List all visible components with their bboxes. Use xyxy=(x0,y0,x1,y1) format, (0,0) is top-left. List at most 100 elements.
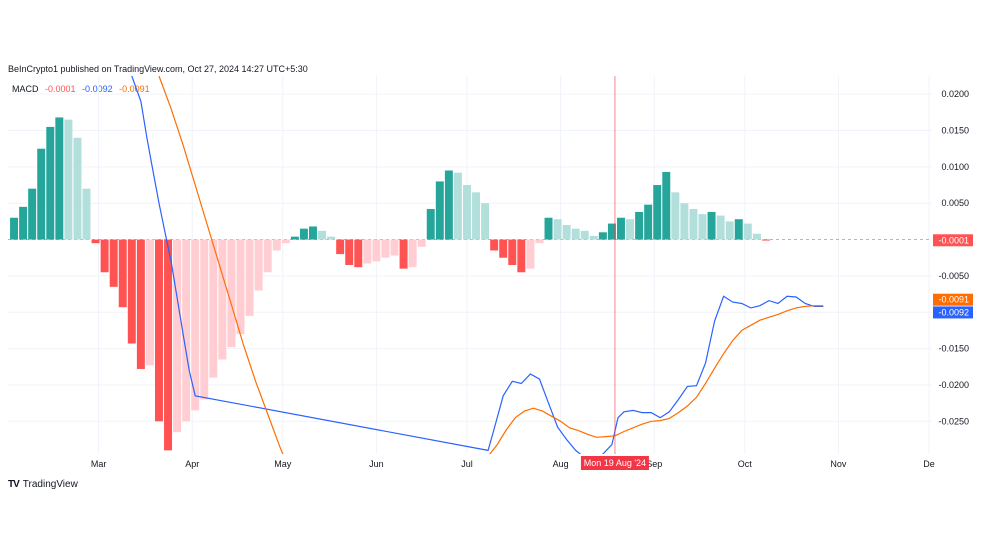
hist-last-value-badge xyxy=(933,234,973,247)
y-tick-label: 0.0100 xyxy=(941,162,969,172)
histogram-bar xyxy=(372,239,381,262)
grid-lines xyxy=(8,76,932,454)
y-tick-label: -0.0150 xyxy=(938,344,969,354)
histogram-bar xyxy=(64,119,73,240)
histogram-bar xyxy=(91,239,100,244)
y-tick-label: 0.0050 xyxy=(941,198,969,208)
histogram-bar xyxy=(82,188,91,240)
histogram-bar xyxy=(408,239,417,268)
histogram-bar xyxy=(381,239,390,258)
x-axis: Mar Apr May Jun Jul Aug Sep Oct Nov De xyxy=(91,459,935,469)
crosshair-date-badge xyxy=(580,456,649,470)
histogram-bar xyxy=(145,239,154,366)
histogram-bar xyxy=(426,209,435,240)
histogram-bar xyxy=(336,239,345,255)
histogram-bar xyxy=(263,239,272,273)
histogram-bar xyxy=(644,204,653,240)
histogram-bar xyxy=(236,239,245,335)
histogram-bar xyxy=(363,239,372,264)
histogram-bar xyxy=(607,223,616,240)
x-tick-label: Jun xyxy=(369,459,384,469)
histogram-bar xyxy=(109,239,118,287)
histogram-bar xyxy=(716,215,725,240)
y-tick-label: -0.0200 xyxy=(938,380,969,390)
x-tick-label: De xyxy=(923,459,935,469)
histogram-bar xyxy=(553,219,562,240)
histogram-bar xyxy=(327,236,336,240)
crosshair-date-label: Mon 19 Aug '24 xyxy=(584,458,646,468)
histogram-bar xyxy=(508,239,517,265)
histogram-bar xyxy=(73,137,82,240)
histogram-bar xyxy=(100,239,109,273)
legend-signal-value: -0.0091 xyxy=(119,84,150,94)
histogram-bar xyxy=(136,239,145,369)
histogram-bar xyxy=(462,185,471,240)
histogram-bar xyxy=(55,117,64,240)
histogram-bar xyxy=(254,239,263,291)
histogram-bar xyxy=(435,181,444,240)
histogram-bar xyxy=(671,192,680,240)
histogram-bar xyxy=(689,209,698,240)
histogram-bar xyxy=(725,221,734,240)
histogram-bar xyxy=(526,239,535,269)
x-tick-label: Apr xyxy=(185,459,199,469)
histogram-bar xyxy=(318,230,327,240)
histogram-bar xyxy=(390,239,399,256)
histogram-bar xyxy=(200,239,209,400)
histogram-bar xyxy=(209,239,218,378)
histogram-bar xyxy=(417,239,426,247)
x-tick-label: Sep xyxy=(646,459,662,469)
histogram-bar xyxy=(227,239,236,348)
macd-last-value: -0.0092 xyxy=(938,307,969,317)
y-tick-label: 0.0150 xyxy=(941,126,969,136)
histogram-bar xyxy=(616,217,625,240)
histogram-bar xyxy=(19,206,28,240)
histogram-bar xyxy=(299,228,308,240)
histogram-bar xyxy=(499,239,508,258)
histogram-bar xyxy=(653,185,662,240)
histogram-bar xyxy=(118,239,127,308)
histogram-bar xyxy=(245,239,254,316)
histogram-bar xyxy=(662,171,671,240)
x-tick-label: Nov xyxy=(830,459,847,469)
x-tick-label: Jul xyxy=(461,459,473,469)
legend-macd-value: -0.0092 xyxy=(82,84,113,94)
histogram-bar xyxy=(626,219,635,240)
histogram-bar xyxy=(680,203,689,240)
indicator-legend: MACD -0.0001 -0.0092 -0.0091 xyxy=(12,84,154,94)
y-axis: 0.02000.01500.01000.0050-0.0050-0.0100-0… xyxy=(938,89,969,426)
legend-name: MACD xyxy=(12,84,39,94)
histogram-bar xyxy=(743,223,752,240)
brand-name: TradingView xyxy=(22,479,78,490)
series-lines xyxy=(131,76,824,454)
histogram-bar xyxy=(173,239,182,433)
histogram-bar xyxy=(535,239,544,244)
histogram-bar xyxy=(154,239,163,422)
y-tick-label: -0.0250 xyxy=(938,416,969,426)
histogram-bar xyxy=(191,239,200,411)
histogram-bar xyxy=(562,225,571,240)
footer-brand: TV TradingView xyxy=(8,479,78,490)
histogram-bar xyxy=(182,239,191,422)
histogram-bar xyxy=(734,219,743,240)
x-tick-label: Oct xyxy=(738,459,753,469)
histogram-bars xyxy=(10,117,770,451)
histogram-bar xyxy=(218,239,227,360)
histogram-bar xyxy=(707,211,716,240)
histogram-bar xyxy=(490,239,499,251)
signal-last-value-badge xyxy=(933,293,973,306)
histogram-bar xyxy=(517,239,526,273)
tradingview-logo-icon: TV xyxy=(8,479,20,490)
histogram-bar xyxy=(761,239,770,241)
histogram-bar xyxy=(598,232,607,240)
signal-line xyxy=(158,76,824,454)
histogram-bar xyxy=(481,203,490,240)
histogram-bar xyxy=(635,211,644,240)
histogram-bar xyxy=(544,217,553,240)
histogram-bar xyxy=(164,239,173,451)
histogram-bar xyxy=(752,233,761,240)
hist-last-value: -0.0001 xyxy=(938,235,969,245)
histogram-bar xyxy=(444,170,453,240)
histogram-bar xyxy=(28,188,37,240)
histogram-bar xyxy=(290,236,299,240)
